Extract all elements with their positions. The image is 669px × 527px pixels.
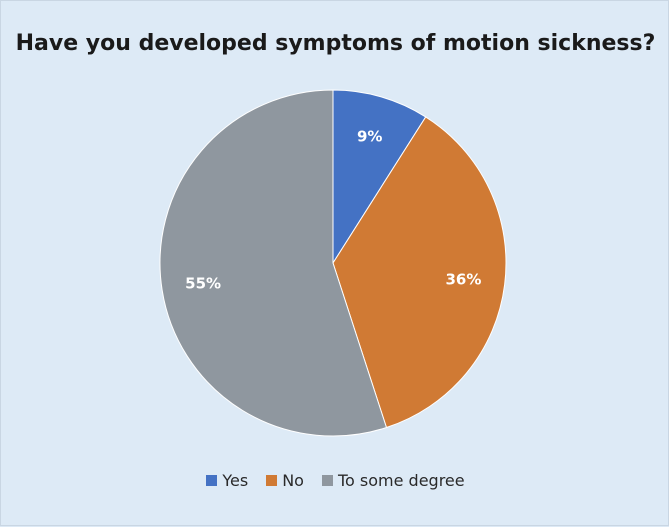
legend-label: Yes	[222, 471, 249, 490]
legend-item-to-some-degree: To some degree	[321, 471, 465, 490]
pie-slice-to-some-degree	[159, 89, 388, 437]
data-label-to-some-degree: 55%	[185, 275, 221, 293]
chart-title: Have you developed symptoms of motion si…	[15, 31, 656, 56]
legend-swatch	[206, 475, 218, 486]
legend-item-no: No	[266, 471, 304, 490]
pie-data-labels: 9% 36% 55%	[185, 128, 481, 293]
pie-slices	[159, 89, 507, 437]
data-label-yes: 9%	[357, 128, 382, 146]
legend-swatch	[321, 475, 333, 486]
legend-label: To some degree	[337, 471, 465, 490]
data-label-no: 36%	[445, 270, 481, 288]
legend-label: No	[282, 471, 304, 490]
legend: Yes No To some degree	[1, 471, 669, 490]
legend-item-yes: Yes	[206, 471, 248, 490]
legend-swatch	[266, 475, 278, 486]
pie-slice-no	[332, 116, 507, 429]
pie-slice-yes	[332, 89, 427, 265]
